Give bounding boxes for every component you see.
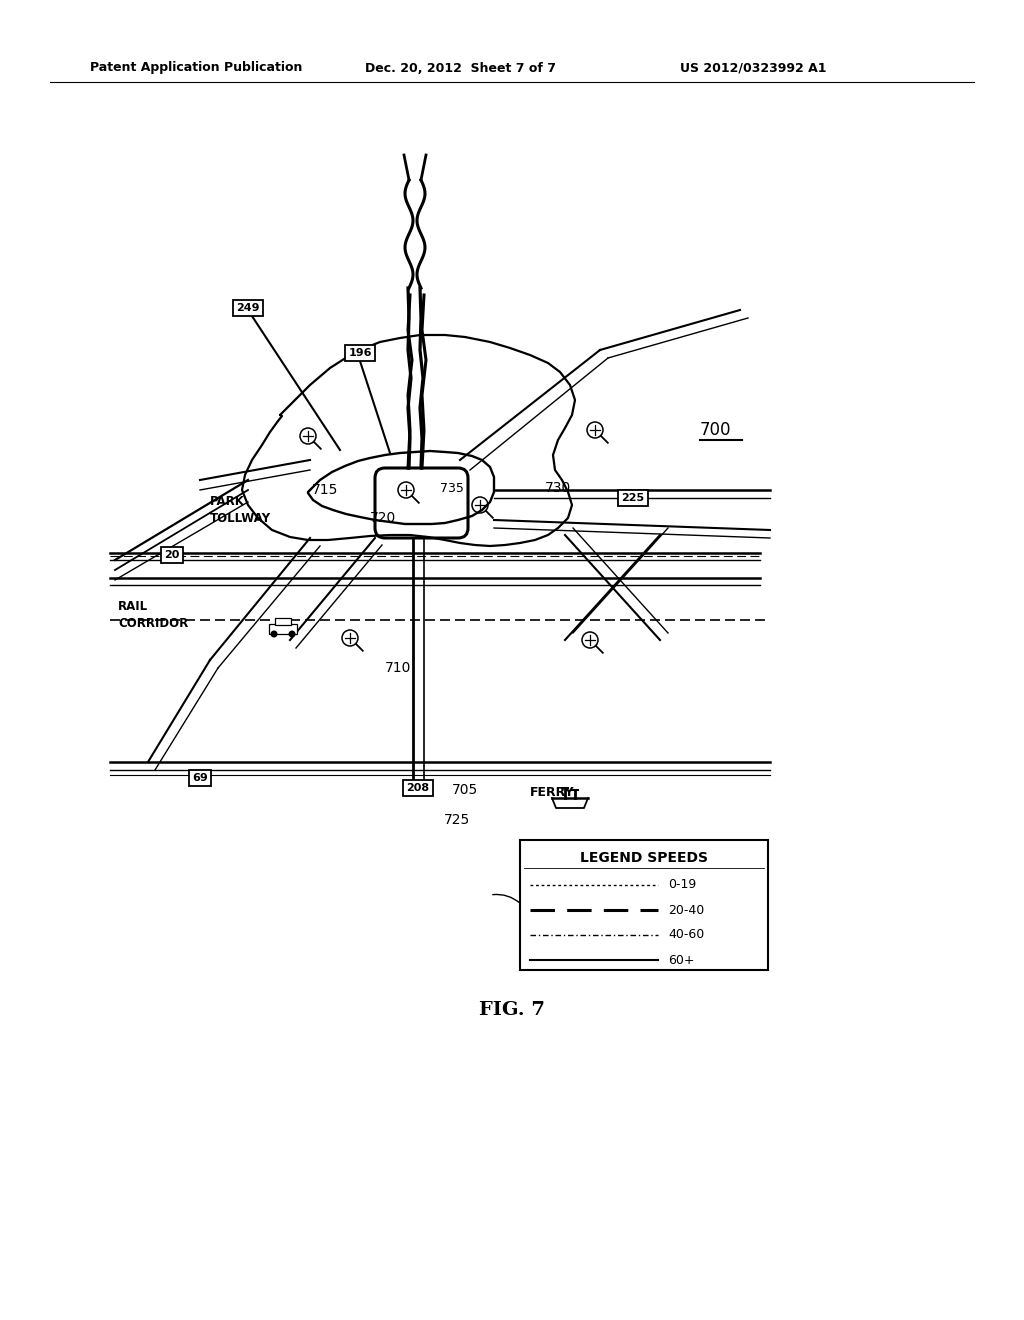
Text: 60+: 60+ <box>668 953 694 966</box>
Text: 715: 715 <box>312 483 338 498</box>
Text: 0-19: 0-19 <box>668 879 696 891</box>
Text: 20-40: 20-40 <box>668 903 705 916</box>
Text: 208: 208 <box>407 783 429 793</box>
Circle shape <box>270 631 278 638</box>
Text: 730: 730 <box>545 480 571 495</box>
Text: 705: 705 <box>452 783 478 797</box>
Text: 225: 225 <box>622 492 644 503</box>
Text: 249: 249 <box>237 304 260 313</box>
Text: LEGEND SPEEDS: LEGEND SPEEDS <box>580 851 708 865</box>
Text: FERRY: FERRY <box>530 785 574 799</box>
Text: 710: 710 <box>385 661 412 675</box>
Bar <box>275 618 291 624</box>
Text: RAIL
CORRIDOR: RAIL CORRIDOR <box>118 601 188 630</box>
Text: PARK
TOLLWAY: PARK TOLLWAY <box>210 495 271 525</box>
Text: 196: 196 <box>348 348 372 358</box>
FancyBboxPatch shape <box>520 840 768 970</box>
Bar <box>269 624 297 634</box>
Circle shape <box>289 631 296 638</box>
Text: FIG. 7: FIG. 7 <box>479 1001 545 1019</box>
Text: Patent Application Publication: Patent Application Publication <box>90 62 302 74</box>
Text: 40-60: 40-60 <box>668 928 705 941</box>
Text: US 2012/0323992 A1: US 2012/0323992 A1 <box>680 62 826 74</box>
Text: 720: 720 <box>370 511 396 525</box>
Text: 700: 700 <box>700 421 731 440</box>
Text: Dec. 20, 2012  Sheet 7 of 7: Dec. 20, 2012 Sheet 7 of 7 <box>365 62 556 74</box>
Text: 20: 20 <box>164 550 179 560</box>
Text: 735: 735 <box>440 482 464 495</box>
Text: 69: 69 <box>193 774 208 783</box>
Text: 725: 725 <box>443 813 470 828</box>
